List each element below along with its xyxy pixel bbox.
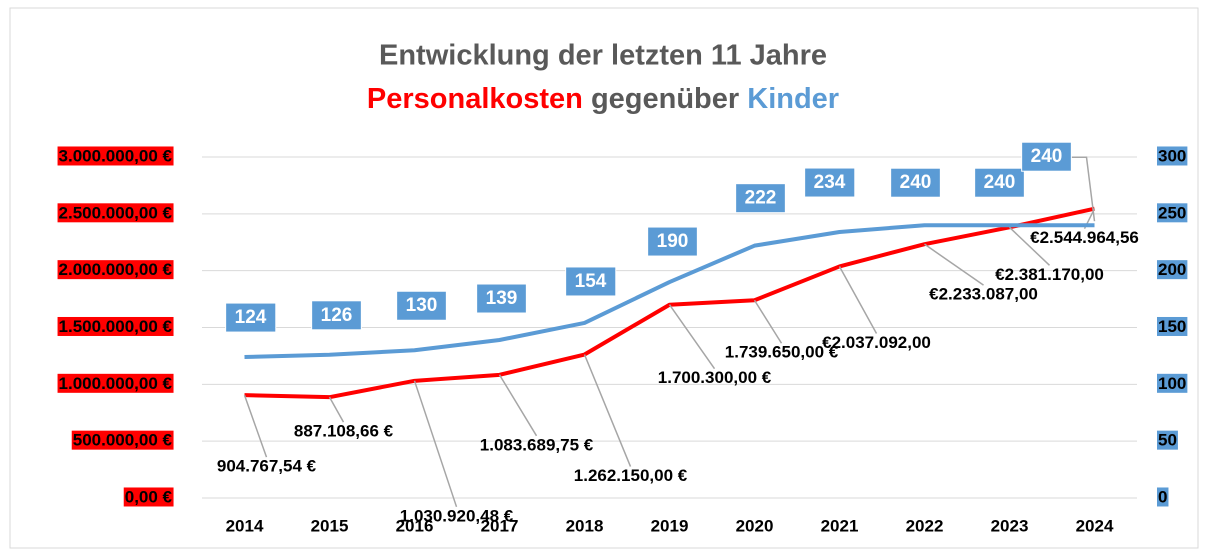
data-label: 190 <box>657 231 689 252</box>
data-label: 1.700.300,00 € <box>658 368 772 387</box>
leader-line <box>668 304 716 370</box>
y-tick-label-bg <box>57 260 174 280</box>
x-tick-label: 2024 <box>1076 516 1114 535</box>
leader-line <box>1070 156 1096 222</box>
data-label: 1.030.920,48 € <box>400 506 514 525</box>
y2-tick-label: 300 <box>1158 146 1186 165</box>
x-tick-label: 2023 <box>991 516 1029 535</box>
y-tick-label-bg <box>57 373 174 393</box>
subtitle-connector: gegenüber <box>591 83 739 115</box>
x-tick-label: 2021 <box>821 516 859 535</box>
data-label: 240 <box>1031 146 1063 167</box>
leader-line <box>243 394 268 458</box>
data-label: €2.037.092,00 <box>822 333 931 352</box>
y-tick-label: 1.500.000,00 € <box>59 317 173 336</box>
leader-line <box>583 354 632 467</box>
data-label-bg <box>225 302 277 333</box>
leader-line <box>413 380 458 508</box>
data-label-bg <box>804 167 856 198</box>
y2-tick-label-bg <box>1157 373 1188 393</box>
y-tick-label-bg <box>57 203 174 223</box>
x-tick-label: 2022 <box>906 516 944 535</box>
data-label: 139 <box>486 288 518 309</box>
y2-tick-label: 100 <box>1158 374 1186 393</box>
y-tick-label-bg <box>123 487 174 507</box>
data-label: 1.083.689,75 € <box>480 435 594 454</box>
data-label: 240 <box>984 172 1016 193</box>
y-tick-label: 2.500.000,00 € <box>59 203 173 222</box>
data-label: 154 <box>575 271 607 292</box>
x-tick-label: 2018 <box>566 516 604 535</box>
y2-tick-label-bg <box>1157 203 1188 223</box>
data-label-bg <box>1021 141 1072 172</box>
leader-line <box>753 299 783 344</box>
data-label: €2.233.087,00 <box>929 285 1038 304</box>
x-tick-label: 2017 <box>481 516 519 535</box>
y-tick-label: 500.000,00 € <box>73 431 173 450</box>
data-label-bg <box>396 290 447 321</box>
y-tick-label-bg <box>57 146 174 166</box>
x-tick-label: 2016 <box>396 516 434 535</box>
data-label-bg <box>647 226 698 257</box>
y-tick-label: 3.000.000,00 € <box>59 146 173 165</box>
x-tick-label: 2019 <box>651 516 689 535</box>
leader-line <box>1008 226 1051 266</box>
y2-tick-label-bg <box>1157 260 1188 280</box>
data-label-bg <box>974 167 1025 198</box>
y2-tick-label-bg <box>1157 316 1188 336</box>
data-label: 887.108,66 € <box>294 422 394 441</box>
y2-tick-label: 200 <box>1158 260 1186 279</box>
chart-title: Entwicklung der letzten 11 Jahre <box>379 40 827 72</box>
data-label-bg <box>890 167 941 198</box>
data-label-bg <box>311 300 362 331</box>
x-tick-label: 2015 <box>311 516 349 535</box>
y2-tick-label-bg <box>1157 430 1178 450</box>
data-label: 904.767,54 € <box>217 457 317 476</box>
data-label: 130 <box>406 295 438 316</box>
y2-tick-label: 50 <box>1158 431 1177 450</box>
leader-line <box>924 243 984 286</box>
series-line <box>244 223 1095 360</box>
y-tick-label-bg <box>57 316 174 336</box>
data-label: 222 <box>745 188 777 209</box>
y-tick-label-bg <box>71 430 174 450</box>
x-tick-label: 2020 <box>736 516 774 535</box>
leader-line <box>498 374 538 437</box>
y-tick-label: 0,00 € <box>125 487 173 506</box>
data-label: 124 <box>235 307 267 328</box>
data-label: 234 <box>814 172 846 193</box>
y-tick-label: 2.000.000,00 € <box>59 260 173 279</box>
data-label-bg <box>565 266 617 297</box>
data-label: €2.544.964,56 <box>1030 228 1139 247</box>
data-label: 1.739.650,00 € <box>725 343 839 362</box>
y2-tick-label: 0 <box>1158 487 1167 506</box>
leader-line <box>328 396 345 423</box>
data-label: 240 <box>900 172 932 193</box>
x-tick-label: 2014 <box>226 516 264 535</box>
subtitle-series-b: Kinder <box>747 83 839 115</box>
data-label: 126 <box>321 305 353 326</box>
data-label: €2.381.170,00 <box>995 265 1104 284</box>
data-label: 1.262.150,00 € <box>574 466 688 485</box>
data-label-bg <box>476 283 527 314</box>
y2-tick-label: 250 <box>1158 203 1186 222</box>
y2-tick-label: 150 <box>1158 317 1186 336</box>
y-tick-label: 1.000.000,00 € <box>59 374 173 393</box>
leader-line <box>838 266 878 334</box>
data-label-bg <box>735 183 786 214</box>
subtitle-series-a: Personalkosten <box>367 83 583 115</box>
chart-subtitle: Personalkosten gegenüber Kinder <box>367 83 839 115</box>
y2-tick-label-bg <box>1157 487 1169 507</box>
y2-tick-label-bg <box>1157 146 1188 166</box>
